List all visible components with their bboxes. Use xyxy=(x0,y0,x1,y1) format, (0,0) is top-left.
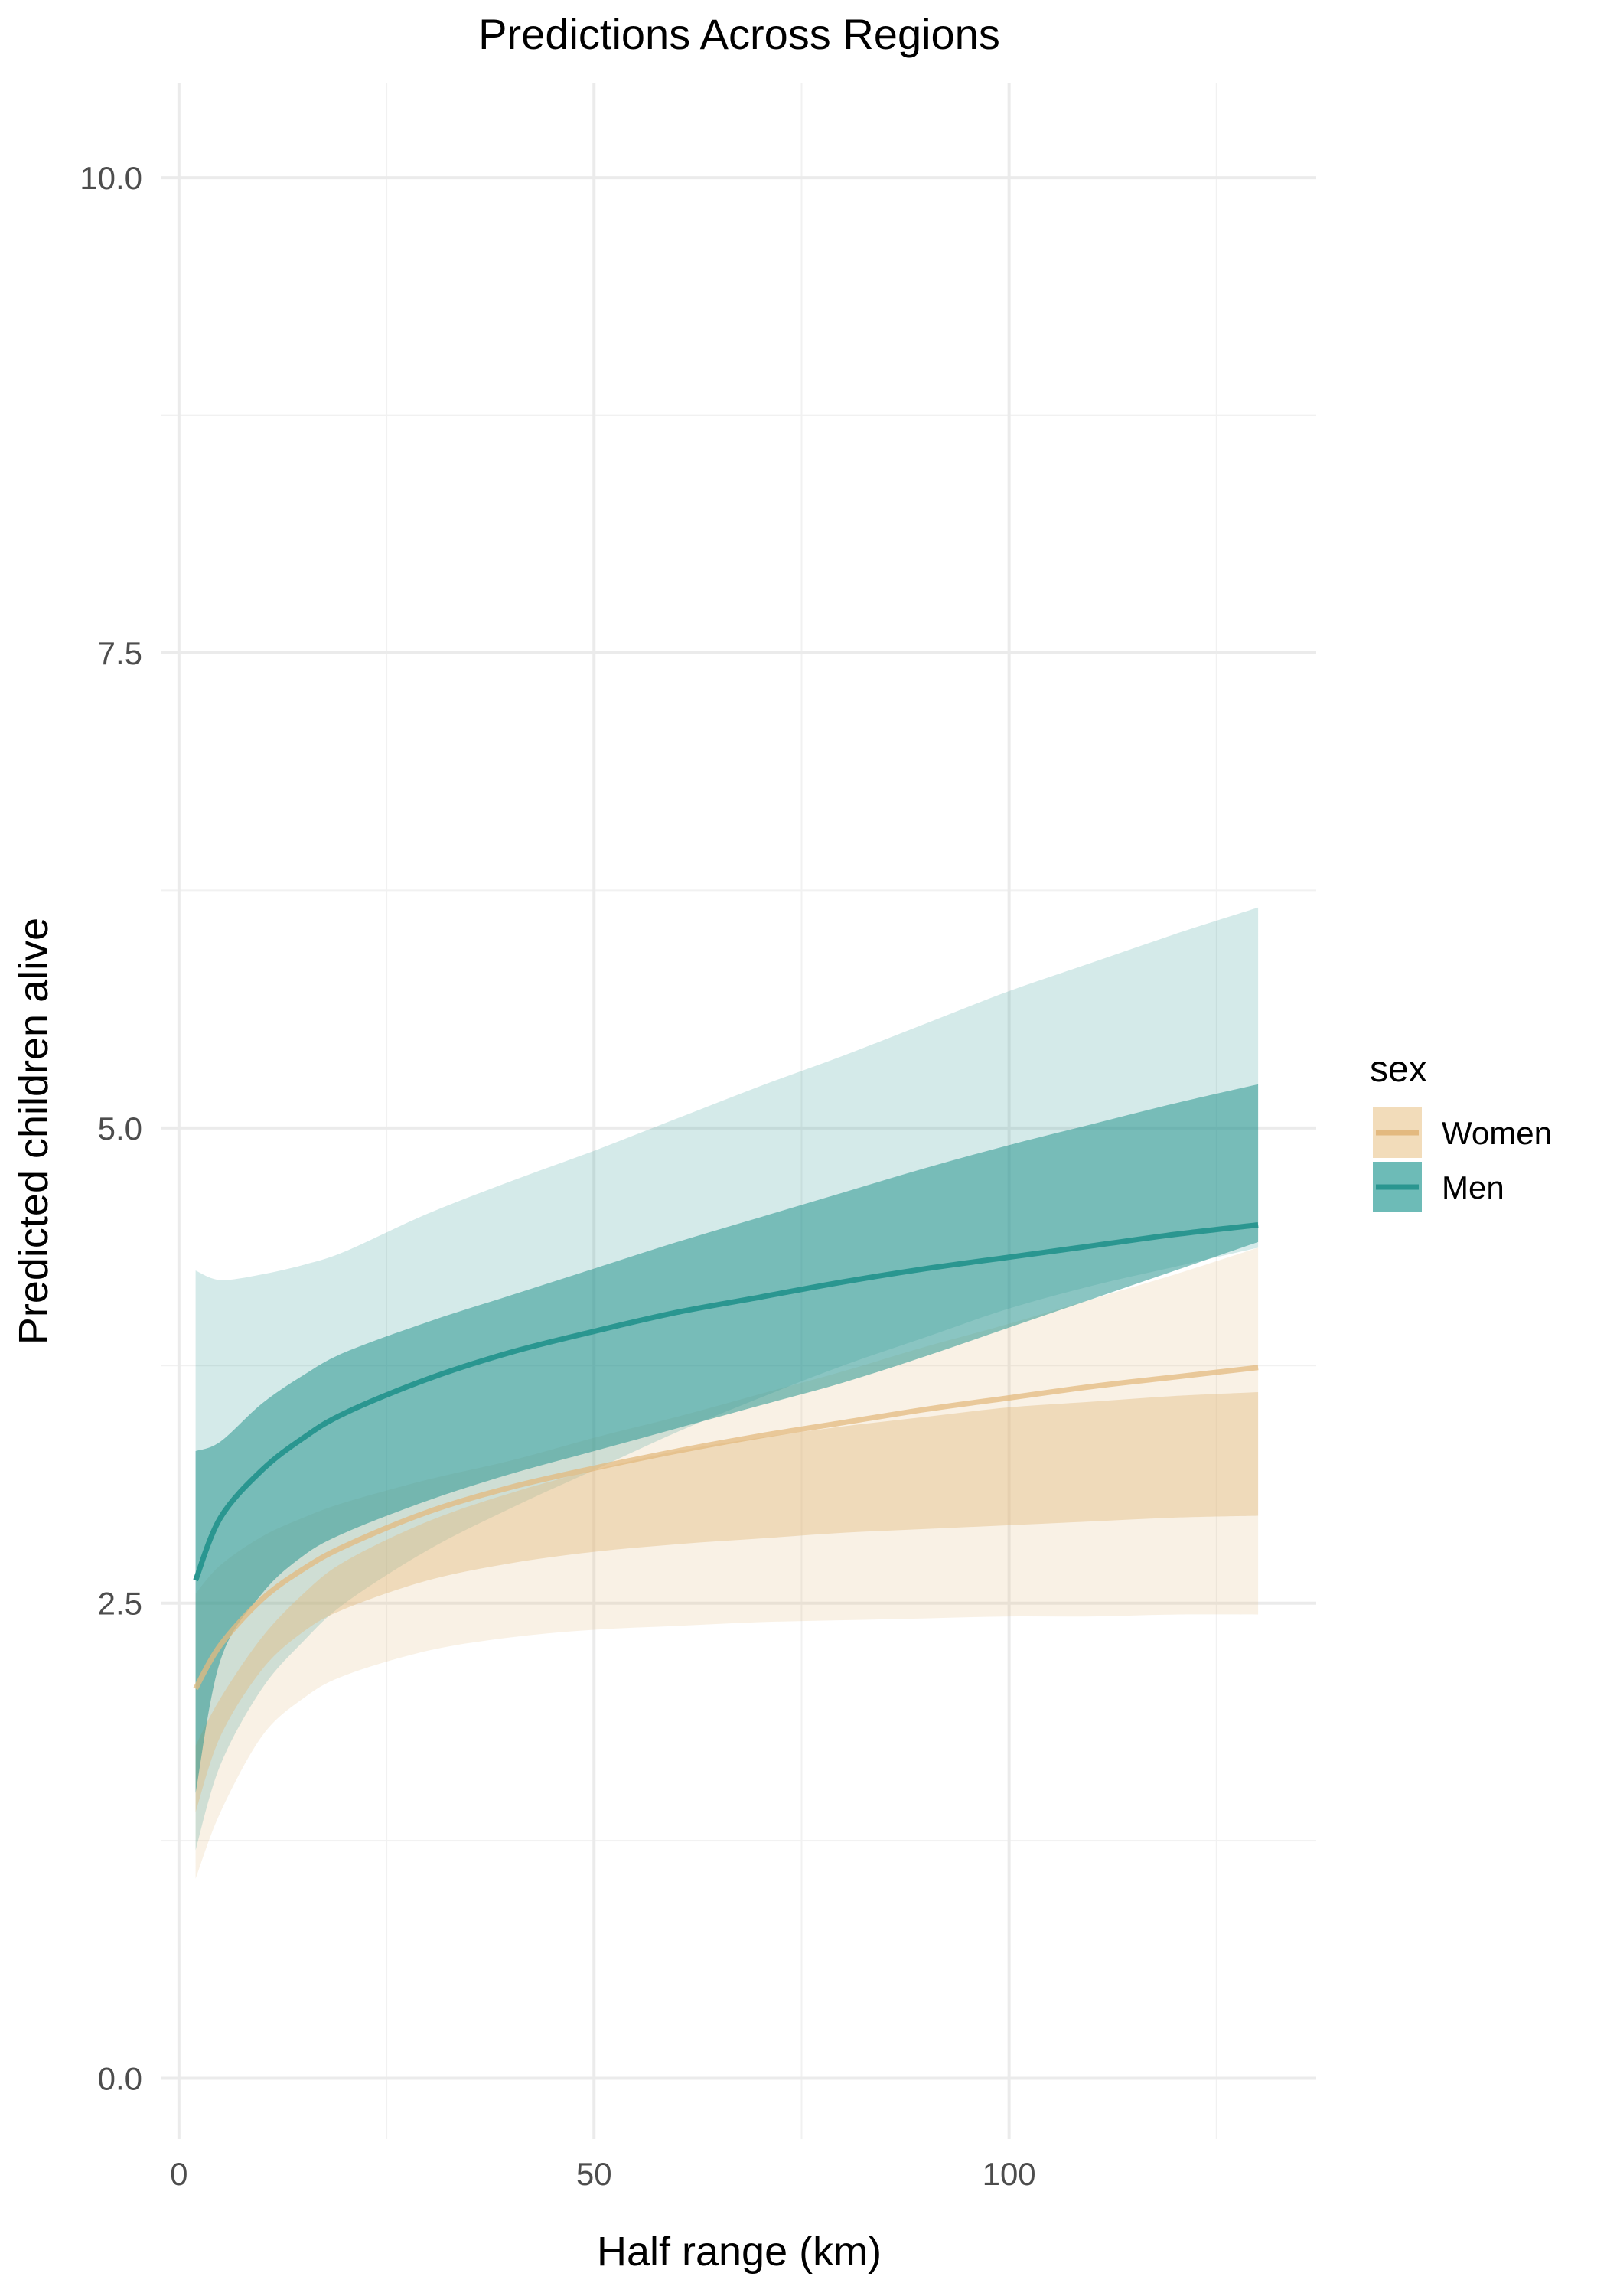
legend-title: sex xyxy=(1370,1049,1427,1090)
legend-item-men: Men xyxy=(1373,1162,1504,1212)
prediction-lines xyxy=(193,1222,1259,1691)
y-tick-label: 7.5 xyxy=(98,635,142,671)
x-axis-title: Half range (km) xyxy=(597,2229,882,2275)
legend-item-women: Women xyxy=(1373,1107,1552,1158)
x-tick-label: 50 xyxy=(576,2156,612,2192)
y-axis-ticks: 0.0 2.5 5.0 7.5 10.0 xyxy=(80,160,142,2096)
women-inner-band xyxy=(195,1392,1259,1812)
women-outer-band xyxy=(195,1247,1259,1879)
confidence-bands xyxy=(195,907,1259,1879)
x-axis-ticks: 0 50 100 xyxy=(170,2156,1035,2192)
x-tick-label: 0 xyxy=(170,2156,187,2192)
men-prediction-line xyxy=(193,1222,1259,1582)
legend: sex Women Men xyxy=(1370,1049,1552,1212)
women-prediction-line xyxy=(193,1365,1259,1691)
y-tick-label: 10.0 xyxy=(80,160,142,196)
legend-label-women: Women xyxy=(1442,1115,1552,1151)
y-axis-title: Predicted children alive xyxy=(11,918,57,1345)
x-tick-label: 100 xyxy=(983,2156,1036,2192)
y-tick-label: 5.0 xyxy=(98,1110,142,1146)
legend-label-men: Men xyxy=(1442,1169,1504,1205)
chart-title: Predictions Across Regions xyxy=(478,10,1000,58)
y-tick-label: 2.5 xyxy=(98,1586,142,1622)
y-tick-label: 0.0 xyxy=(98,2061,142,2097)
